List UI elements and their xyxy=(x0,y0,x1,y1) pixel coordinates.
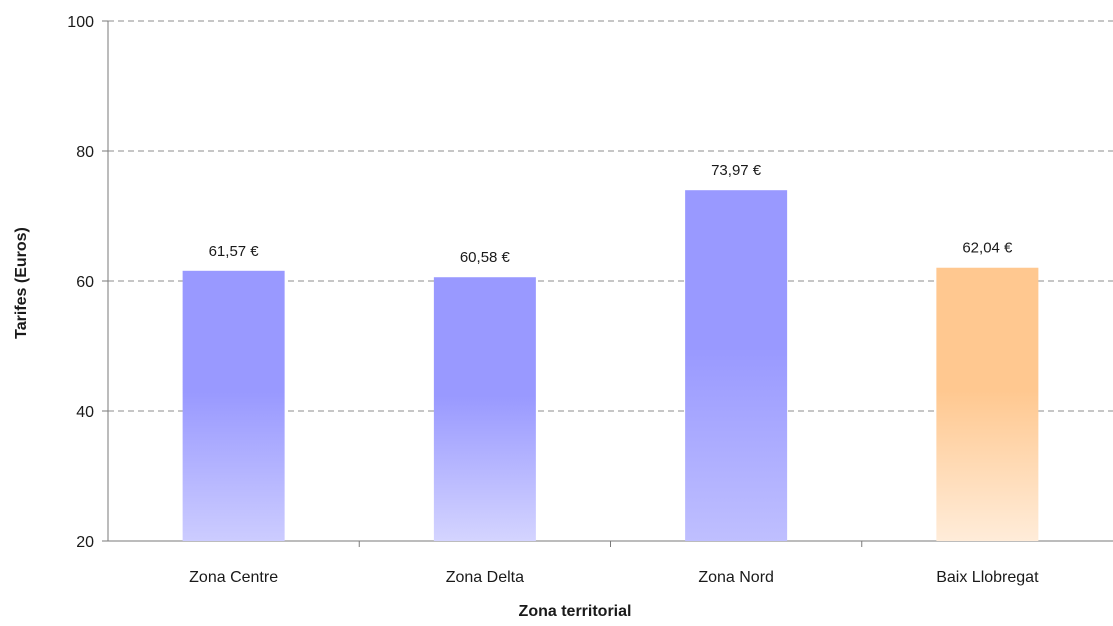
bar-baix-llobregat xyxy=(936,267,1039,541)
x-tick-label: Zona Centre xyxy=(189,569,278,586)
x-axis-title: Zona territorial xyxy=(519,603,632,620)
data-label: 61,57 € xyxy=(209,243,260,260)
x-tick-label: Baix Llobregat xyxy=(936,569,1039,586)
gridlines xyxy=(108,20,1113,412)
bar-zona-centre xyxy=(182,270,285,541)
y-axis-title: Tarifes (Euros) xyxy=(13,227,30,339)
y-tick-label: 80 xyxy=(76,144,94,161)
y-tick-label: 20 xyxy=(76,534,94,551)
data-label: 73,97 € xyxy=(711,162,762,179)
bars xyxy=(182,190,1039,541)
y-tick-label: 40 xyxy=(76,404,94,421)
y-axis: 20 40 60 80 100 xyxy=(67,14,109,551)
x-tick-label: Zona Delta xyxy=(446,569,524,586)
bar-zona-nord xyxy=(685,190,788,541)
x-axis: Zona Centre Zona Delta Zona Nord Baix Llobr… xyxy=(108,540,1113,586)
data-label: 62,04 € xyxy=(962,240,1013,257)
y-tick-label: 60 xyxy=(76,274,94,291)
bar-zona-delta xyxy=(433,277,536,541)
y-tick-label: 100 xyxy=(67,14,94,31)
data-labels: 61,57 € 60,58 € 73,97 € 62,04 € xyxy=(209,162,1013,266)
x-tick-label: Zona Nord xyxy=(698,569,774,586)
data-label: 60,58 € xyxy=(460,249,511,266)
